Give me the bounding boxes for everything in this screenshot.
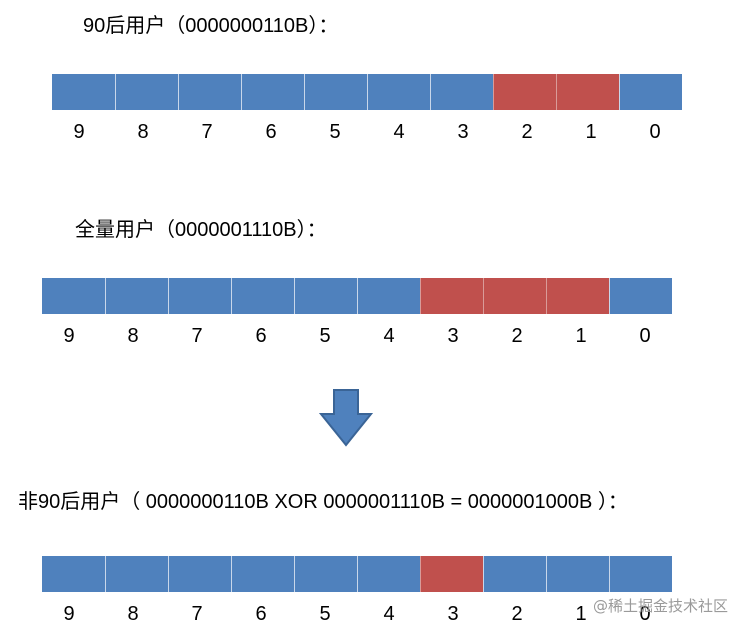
bit-index-row-2: 9 8 7 6 5 4 3 2 1 0 [37,324,677,348]
bit-cell-4 [367,74,430,110]
bit-index-label: 0 [649,121,661,143]
bit-cell-7 [178,74,241,110]
bit-index-label: 9 [73,121,85,143]
bit-cell-2 [483,556,546,592]
bit-index-label: 2 [521,121,533,143]
section-3-title: 非90后用户（ 0000000110B XOR 0000001110B = 00… [18,491,628,513]
bit-index-label: 4 [383,325,395,347]
bit-cell-5 [294,556,357,592]
bit-index-label: 2 [511,603,523,625]
bit-index-label: 8 [137,121,149,143]
bit-cell-9 [42,556,105,592]
watermark: @稀土掘金技术社区 [592,597,728,615]
bit-index-label: 1 [585,121,597,143]
bit-index-label: 1 [575,325,587,347]
bit-cell-6 [241,74,304,110]
bit-cell-4 [357,556,420,592]
bit-index-label: 6 [265,121,277,143]
bit-cell-7 [168,556,231,592]
bit-cell-1 [556,74,619,110]
bit-cell-2 [493,74,556,110]
bit-cell-5 [304,74,367,110]
bit-cell-9 [42,278,105,314]
bit-cell-2 [483,278,546,314]
bit-index-label: 0 [639,603,651,625]
bit-cell-3 [430,74,493,110]
bit-cell-4 [357,278,420,314]
bit-index-label: 4 [393,121,405,143]
bitmap-bar-all-users [42,278,672,314]
bit-cell-3 [420,556,483,592]
bit-index-row-1: 9 8 7 6 5 4 3 2 1 0 [47,120,687,144]
bit-index-label: 9 [63,325,75,347]
bit-cell-0 [619,74,682,110]
bit-cell-0 [609,278,672,314]
bit-cell-1 [546,278,609,314]
bit-index-label: 0 [639,325,651,347]
section-2-title: 全量用户（0000001110B）： [75,219,327,241]
bit-cell-0 [609,556,672,592]
bit-index-label: 8 [127,325,139,347]
bit-index-label: 9 [63,603,75,625]
bitmap-bar-90s-users [52,74,682,110]
bit-index-label: 4 [383,603,395,625]
bit-index-label: 7 [191,325,203,347]
bit-index-label: 3 [447,325,459,347]
bit-cell-7 [168,278,231,314]
bitmap-bar-non-90s-users [42,556,672,592]
bit-index-label: 1 [575,603,587,625]
bit-cell-5 [294,278,357,314]
bit-index-label: 7 [191,603,203,625]
bit-cell-9 [52,74,115,110]
bit-index-label: 5 [319,603,331,625]
bit-index-label: 3 [447,603,459,625]
bit-cell-6 [231,278,294,314]
bit-index-row-3: 9 8 7 6 5 4 3 2 1 0 [37,602,677,626]
bit-cell-1 [546,556,609,592]
bit-index-label: 2 [511,325,523,347]
bit-index-label: 7 [201,121,213,143]
down-arrow-icon [318,389,374,447]
bit-cell-8 [105,278,168,314]
bit-cell-3 [420,278,483,314]
bit-cell-8 [105,556,168,592]
bit-index-label: 8 [127,603,139,625]
bit-cell-6 [231,556,294,592]
bit-index-label: 6 [255,603,267,625]
bit-cell-8 [115,74,178,110]
bit-index-label: 3 [457,121,469,143]
bit-index-label: 6 [255,325,267,347]
bit-index-label: 5 [319,325,331,347]
bit-index-label: 5 [329,121,341,143]
section-1-title: 90后用户（0000000110B）： [83,15,339,37]
